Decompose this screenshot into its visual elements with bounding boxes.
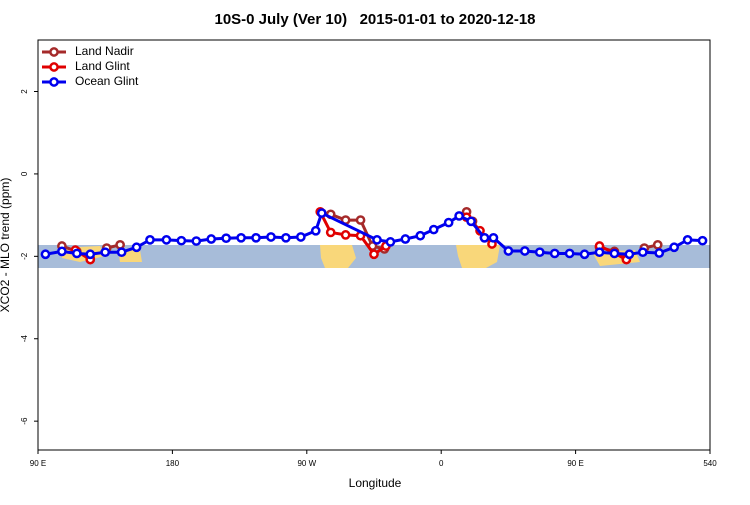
x-tick-label: 540 <box>703 459 717 468</box>
series-point <box>266 232 276 242</box>
y-tick-label: -2 <box>20 252 29 260</box>
y-tick-label: 2 <box>20 89 29 94</box>
series-point <box>116 247 127 258</box>
series-point <box>415 230 426 241</box>
series-point <box>145 234 155 245</box>
series-point <box>161 234 172 245</box>
x-tick-label: 90 E <box>30 459 46 468</box>
series-point <box>372 234 382 245</box>
series-point <box>443 217 454 228</box>
series-point <box>466 216 476 227</box>
series-point <box>57 246 67 257</box>
land <box>456 245 500 268</box>
chart-title: 10S-0 July (Ver 10) 2015-01-01 to 2020-1… <box>214 11 535 28</box>
series-point <box>637 247 648 258</box>
x-tick-label: 90 E <box>567 459 583 468</box>
series-point <box>669 242 680 253</box>
series-point <box>206 234 217 244</box>
series-point <box>176 235 187 246</box>
land <box>320 245 356 268</box>
series-point <box>479 232 490 243</box>
series-point <box>594 247 605 258</box>
series-point <box>251 232 261 243</box>
series-point <box>697 235 708 246</box>
series-point <box>191 236 202 246</box>
series-point <box>369 249 379 260</box>
series-point <box>654 248 665 258</box>
series-point <box>400 234 411 244</box>
series-point <box>281 232 291 243</box>
series-point <box>624 249 635 260</box>
y-tick-label: -4 <box>20 335 29 343</box>
series-point <box>236 232 246 243</box>
series-point <box>310 225 321 236</box>
series-point <box>295 232 306 242</box>
legend-label: Land Glint <box>75 59 130 73</box>
series-point <box>316 208 327 218</box>
series-point <box>85 249 96 260</box>
legend-marker <box>49 62 59 72</box>
series-point <box>454 211 464 221</box>
y-axis-label: XCO2 - MLO trend (ppm) <box>0 178 12 313</box>
series-point <box>385 237 396 247</box>
series-point <box>549 248 560 259</box>
series-point <box>579 249 590 260</box>
series-point <box>355 215 366 225</box>
legend-marker <box>49 77 59 87</box>
series-point <box>682 234 693 245</box>
series-point <box>325 227 336 238</box>
series-point <box>503 246 514 256</box>
x-tick-label: 180 <box>166 459 180 468</box>
series-point <box>534 247 545 258</box>
series-point <box>609 248 620 259</box>
series-point <box>564 248 575 259</box>
y-tick-label: -6 <box>20 417 29 425</box>
series-point <box>100 247 111 258</box>
x-axis-label: Longitude <box>349 476 402 490</box>
series-point <box>131 242 142 253</box>
series-point <box>488 232 499 243</box>
x-tick-label: 0 <box>439 459 444 468</box>
x-tick-label: 90 W <box>297 459 316 468</box>
series-point <box>428 224 439 235</box>
legend-marker <box>49 47 59 57</box>
series-point <box>652 239 663 250</box>
series-point <box>71 248 82 259</box>
legend-label: Land Nadir <box>75 44 134 58</box>
legend-label: Ocean Glint <box>75 74 139 88</box>
series-point <box>40 249 51 260</box>
series-point <box>115 239 125 250</box>
series-point <box>519 246 530 256</box>
plot-frame <box>37 39 711 451</box>
series-point <box>340 230 351 240</box>
y-tick-label: 0 <box>20 171 29 176</box>
series-point <box>221 233 232 244</box>
